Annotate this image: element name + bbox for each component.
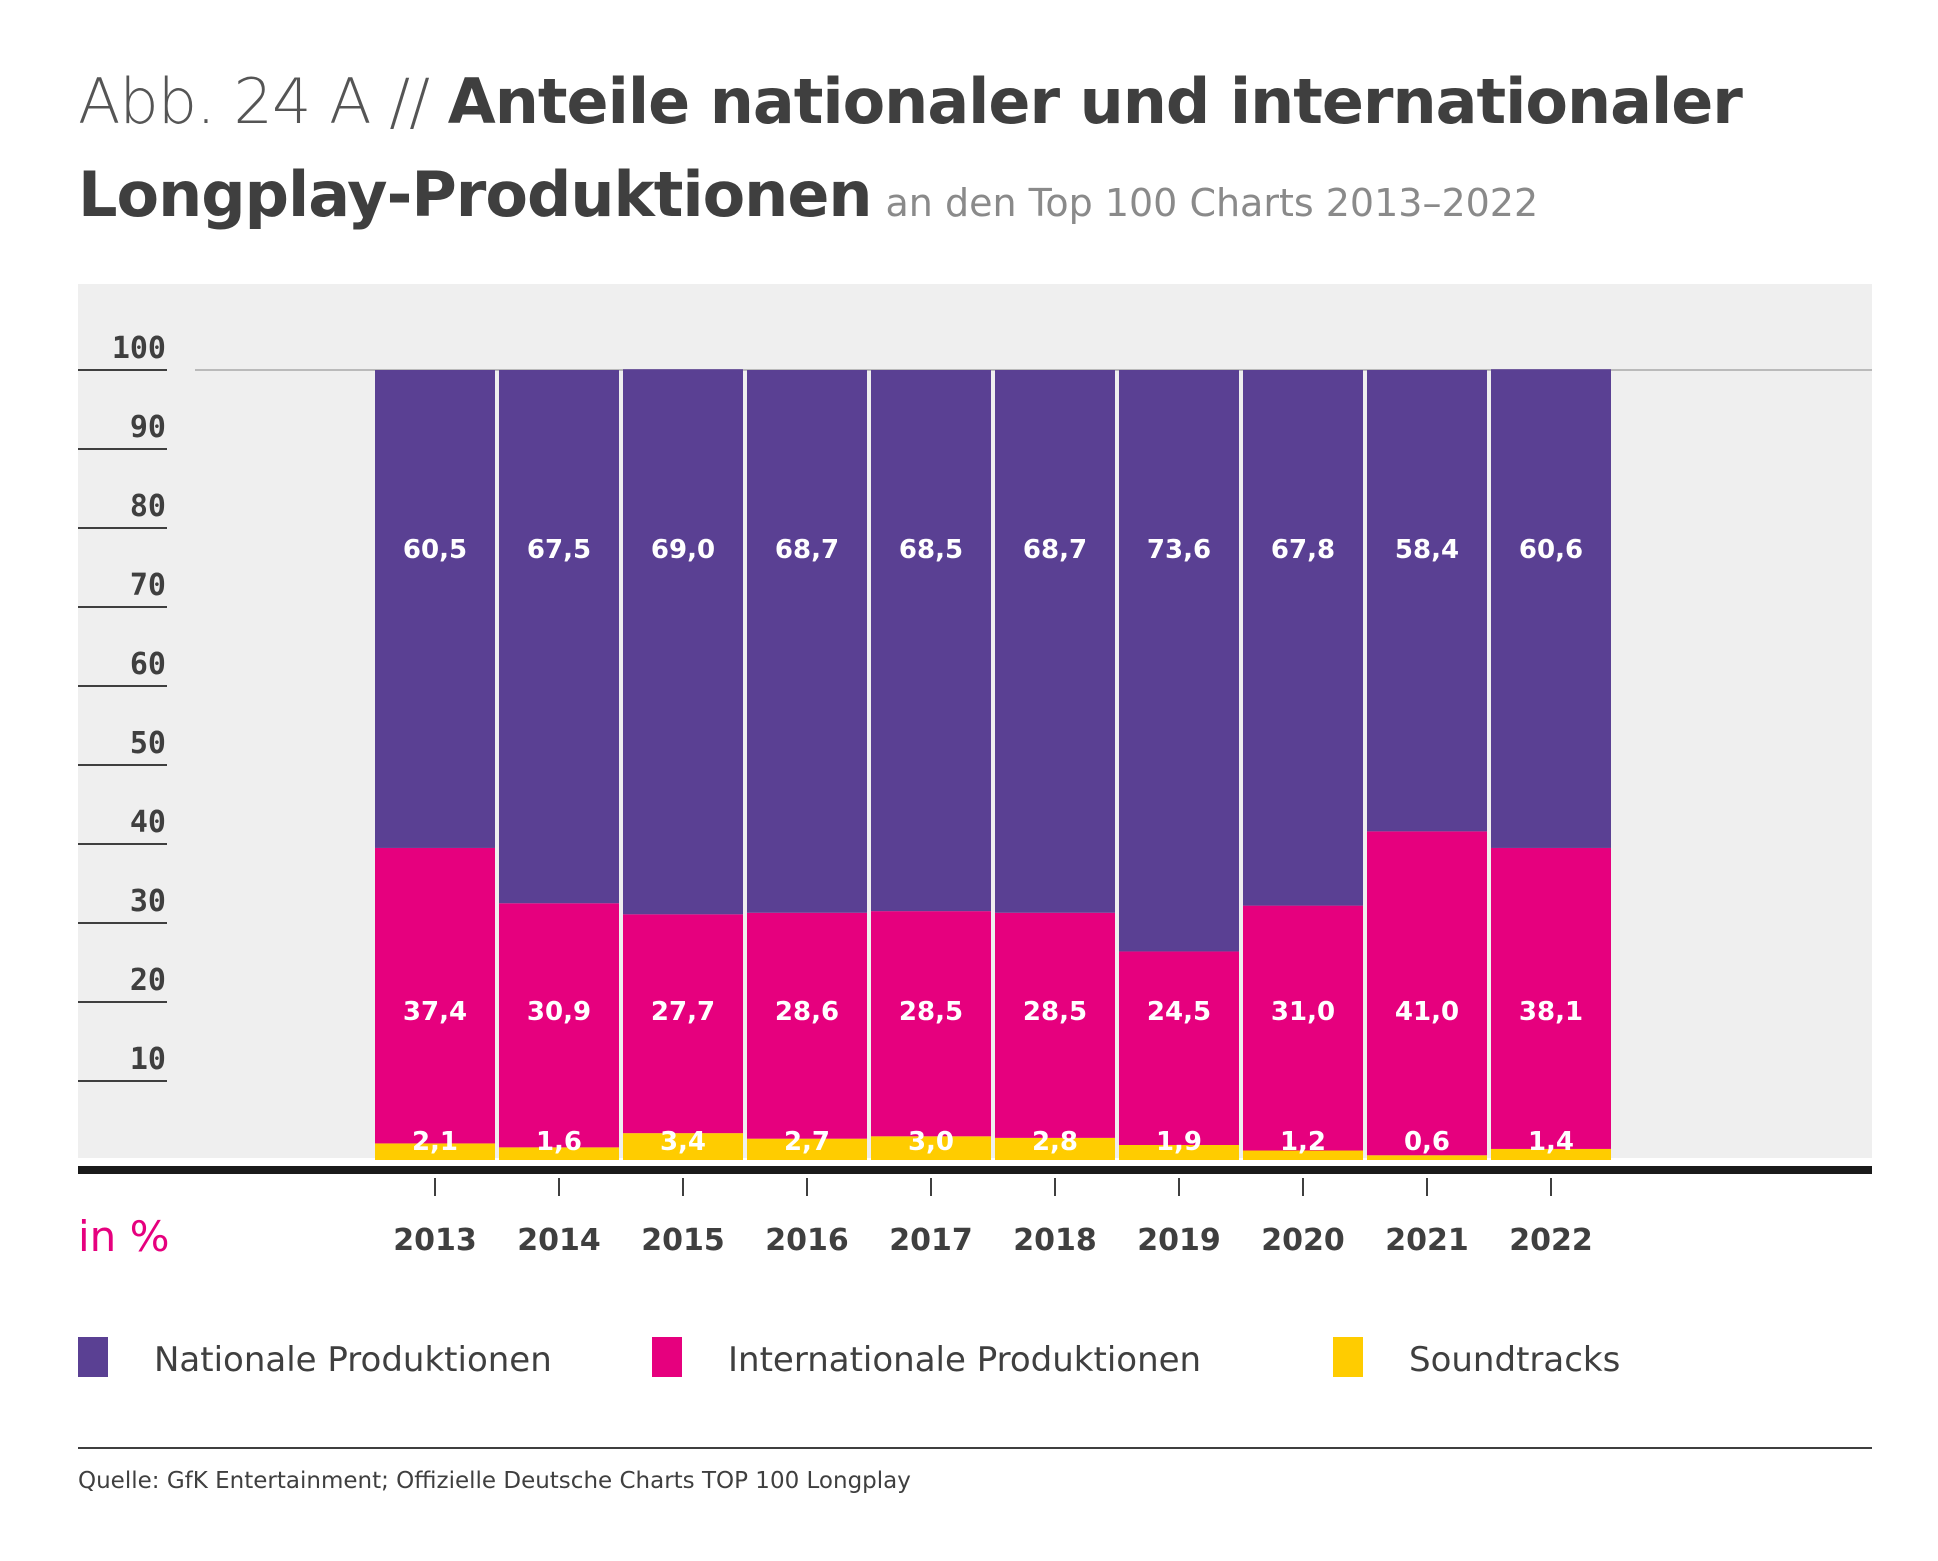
data-label-national: 68,7 (1023, 535, 1087, 565)
y-tick-label: 60 (130, 647, 166, 682)
x-tick-label: 2019 (1137, 1223, 1221, 1258)
bar-segment (1243, 905, 1363, 1151)
data-label-national: 58,4 (1395, 535, 1459, 565)
data-label-soundtracks: 0,6 (1404, 1127, 1450, 1157)
chart-title-cont: Longplay-Produktionen (78, 158, 873, 231)
bar-segment (1243, 1150, 1363, 1160)
data-label-international: 27,7 (651, 997, 715, 1027)
y-tick-label: 50 (130, 726, 166, 761)
data-label-international: 28,6 (775, 997, 839, 1027)
legend-swatch-national (78, 1337, 108, 1377)
chart-title-line1: Abb. 24 A // Anteile nationaler und inte… (78, 62, 1743, 142)
x-tick-label: 2013 (393, 1223, 477, 1258)
chart-subtitle: an den Top 100 Charts 2013–2022 (885, 181, 1539, 225)
legend-label-international: Internationale Produktionen (728, 1340, 1202, 1380)
x-tick-label: 2016 (765, 1223, 849, 1258)
bar-segment (623, 369, 743, 915)
legend-swatch-international (652, 1337, 682, 1377)
y-tick-label: 10 (130, 1042, 166, 1077)
unit-label: in % (78, 1212, 170, 1261)
data-label-national: 73,6 (1147, 535, 1211, 565)
bar-segment (995, 370, 1115, 913)
bar-segment (747, 1138, 867, 1160)
bar-segment (1119, 951, 1239, 1145)
bar-segment (499, 1147, 619, 1160)
bar-segment (747, 370, 867, 913)
bar-segment (623, 914, 743, 1134)
bar-segment (1119, 1144, 1239, 1160)
legend-label-soundtracks: Soundtracks (1409, 1340, 1621, 1380)
x-tick-label: 2022 (1509, 1223, 1593, 1258)
bar-segment (375, 370, 495, 848)
data-label-national: 67,8 (1271, 535, 1335, 565)
data-label-national: 69,0 (651, 535, 715, 565)
bar-segment (995, 912, 1115, 1138)
data-label-soundtracks: 1,2 (1280, 1127, 1326, 1157)
data-label-international: 24,5 (1147, 997, 1211, 1027)
bar-segment (499, 903, 619, 1148)
bar-segment (871, 370, 991, 912)
data-label-soundtracks: 2,7 (784, 1127, 830, 1157)
y-tick-label: 100 (112, 331, 166, 366)
data-label-national: 60,6 (1519, 535, 1583, 565)
bar-segment (1119, 370, 1239, 952)
y-tick-label: 40 (130, 805, 166, 840)
data-label-soundtracks: 3,0 (908, 1127, 954, 1157)
y-tick-label: 30 (130, 884, 166, 919)
x-tick-label: 2018 (1013, 1223, 1097, 1258)
data-label-national: 68,5 (899, 535, 963, 565)
legend-label-national: Nationale Produktionen (154, 1340, 552, 1380)
legend-swatch-soundtracks (1333, 1337, 1363, 1377)
data-label-international: 38,1 (1519, 997, 1583, 1027)
bar-segment (1243, 370, 1363, 906)
bar-segment (995, 1137, 1115, 1160)
bar-segment (1367, 1155, 1487, 1160)
data-label-national: 67,5 (527, 535, 591, 565)
bar-segment (1491, 847, 1611, 1149)
bar-segment (1367, 370, 1487, 832)
y-tick-label: 90 (130, 410, 166, 445)
data-label-international: 41,0 (1395, 997, 1459, 1027)
footer-divider (78, 1447, 1872, 1449)
data-label-international: 28,5 (1023, 997, 1087, 1027)
bar-segment (1491, 1148, 1611, 1160)
figure-number: Abb. 24 A // (78, 65, 430, 138)
bar-segment (375, 847, 495, 1144)
bar-segment (623, 1133, 743, 1160)
x-tick-label: 2014 (517, 1223, 601, 1258)
bar-segment (375, 1143, 495, 1160)
bar-segment (1491, 369, 1611, 848)
y-tick-label: 20 (130, 963, 166, 998)
data-label-international: 37,4 (403, 997, 467, 1027)
source-note: Quelle: GfK Entertainment; Offizielle De… (78, 1468, 911, 1494)
x-tick-label: 2021 (1385, 1223, 1469, 1258)
bar-segment (747, 912, 867, 1139)
x-tick-label: 2015 (641, 1223, 725, 1258)
bar-segment (871, 1136, 991, 1160)
data-label-international: 30,9 (527, 997, 591, 1027)
data-label-soundtracks: 1,4 (1528, 1127, 1574, 1157)
data-label-soundtracks: 2,1 (412, 1127, 458, 1157)
chart-title: Anteile nationaler und internationaler (447, 65, 1743, 138)
bar-segment (1367, 831, 1487, 1156)
x-tick-label: 2020 (1261, 1223, 1345, 1258)
data-label-soundtracks: 3,4 (660, 1127, 706, 1157)
data-label-national: 60,5 (403, 535, 467, 565)
data-label-international: 31,0 (1271, 997, 1335, 1027)
chart-title-line2: Longplay-Produktionen an den Top 100 Char… (78, 155, 1538, 243)
data-label-soundtracks: 1,9 (1156, 1127, 1202, 1157)
data-label-national: 68,7 (775, 535, 839, 565)
x-tick-label: 2017 (889, 1223, 973, 1258)
y-tick-label: 70 (130, 568, 166, 603)
data-label-international: 28,5 (899, 997, 963, 1027)
bar-segment (871, 911, 991, 1137)
bar-segment (499, 370, 619, 904)
data-label-soundtracks: 1,6 (536, 1127, 582, 1157)
y-tick-label: 80 (130, 489, 166, 524)
data-label-soundtracks: 2,8 (1032, 1127, 1078, 1157)
x-axis-line (78, 1166, 1872, 1174)
